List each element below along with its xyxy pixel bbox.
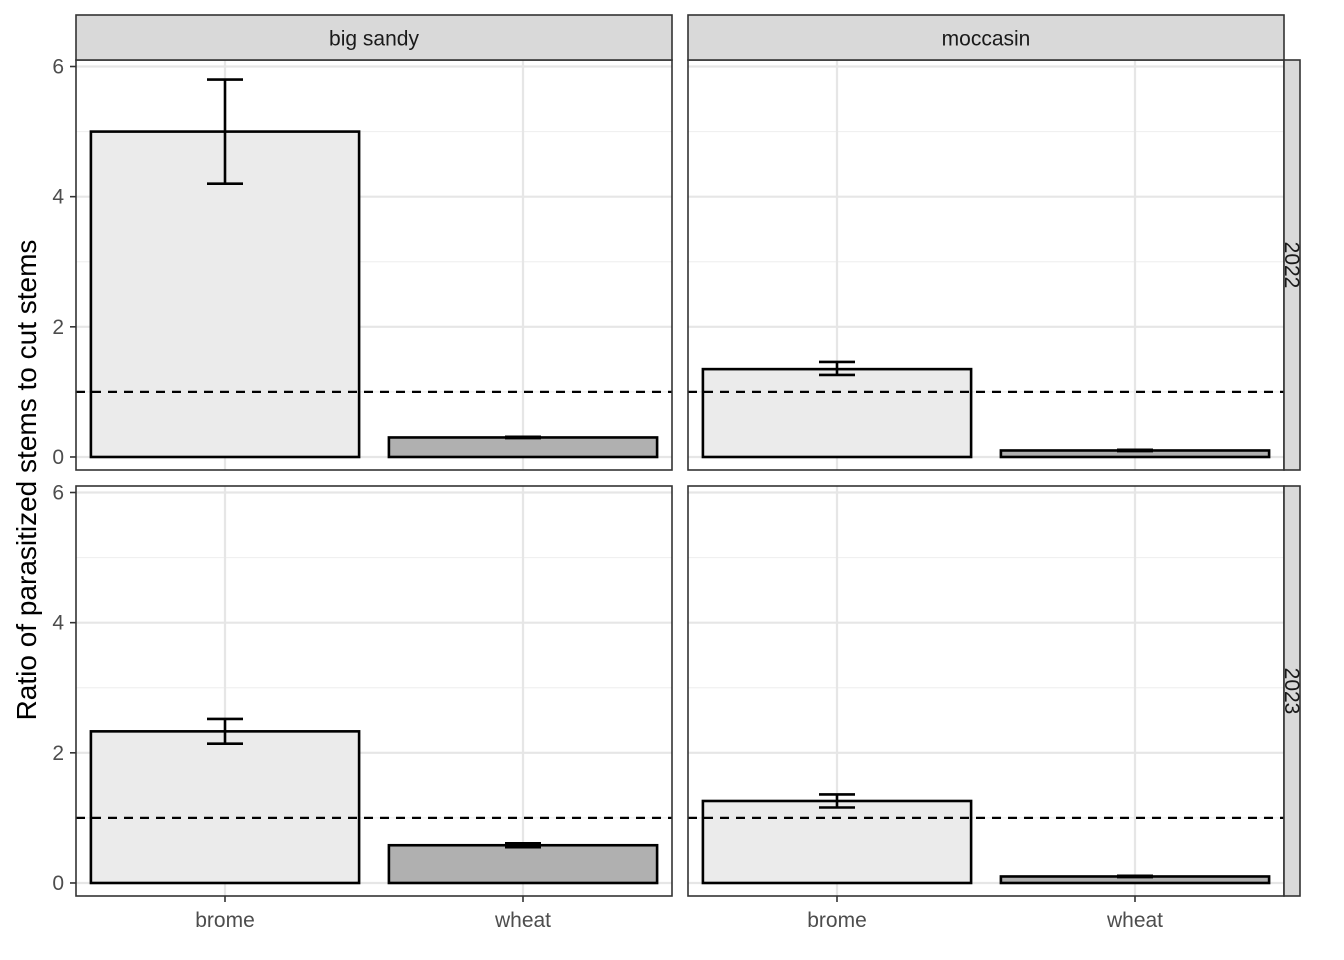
y-tick-label: 2 xyxy=(52,316,64,339)
error-bar-brome-big-sandy-2023 xyxy=(207,717,243,746)
panel-border xyxy=(75,485,673,897)
error-bar-brome-big-sandy-2022 xyxy=(207,78,243,185)
strip-label-big-sandy: big sandy xyxy=(329,28,419,51)
strip-2022 xyxy=(1283,59,1301,471)
error-bar-wheat-big-sandy-2022 xyxy=(505,435,541,440)
y-tick-label: 4 xyxy=(52,612,64,635)
strip-moccasin xyxy=(687,14,1285,61)
x-tick-label-brome: brome xyxy=(807,909,867,932)
error-bar-wheat-moccasin-2022 xyxy=(1117,448,1153,453)
strip-label-moccasin: moccasin xyxy=(942,28,1031,51)
error-bar-wheat-moccasin-2023 xyxy=(1117,874,1153,879)
bar-brome-moccasin-2022 xyxy=(701,367,973,459)
bar-brome-moccasin-2023 xyxy=(701,799,973,885)
y-tick-label: 0 xyxy=(52,872,64,895)
bar-brome-big-sandy-2023 xyxy=(89,730,361,885)
y-tick-label: 2 xyxy=(52,742,64,765)
bar-wheat-big-sandy-2022 xyxy=(387,436,659,459)
bar-wheat-big-sandy-2023 xyxy=(387,843,659,885)
error-bar-brome-moccasin-2023 xyxy=(819,793,855,809)
strip-2023 xyxy=(1283,485,1301,897)
x-tick-label-wheat: wheat xyxy=(494,909,551,932)
bar-brome-big-sandy-2022 xyxy=(89,130,361,459)
y-tick-label: 6 xyxy=(52,482,64,505)
x-tick-label-brome: brome xyxy=(195,909,255,932)
y-axis-title: Ratio of parasitized stems to cut stems xyxy=(11,240,42,721)
error-bar-brome-moccasin-2022 xyxy=(819,360,855,377)
y-tick-label: 4 xyxy=(52,186,64,209)
strip-label-2023: 2023 xyxy=(1280,668,1303,715)
y-tick-label: 0 xyxy=(52,446,64,469)
strip-label-2022: 2022 xyxy=(1280,242,1303,289)
strip-big-sandy xyxy=(75,14,673,61)
y-tick-label: 6 xyxy=(52,56,64,79)
error-bar-wheat-big-sandy-2023 xyxy=(505,841,541,849)
x-tick-label-wheat: wheat xyxy=(1106,909,1163,932)
